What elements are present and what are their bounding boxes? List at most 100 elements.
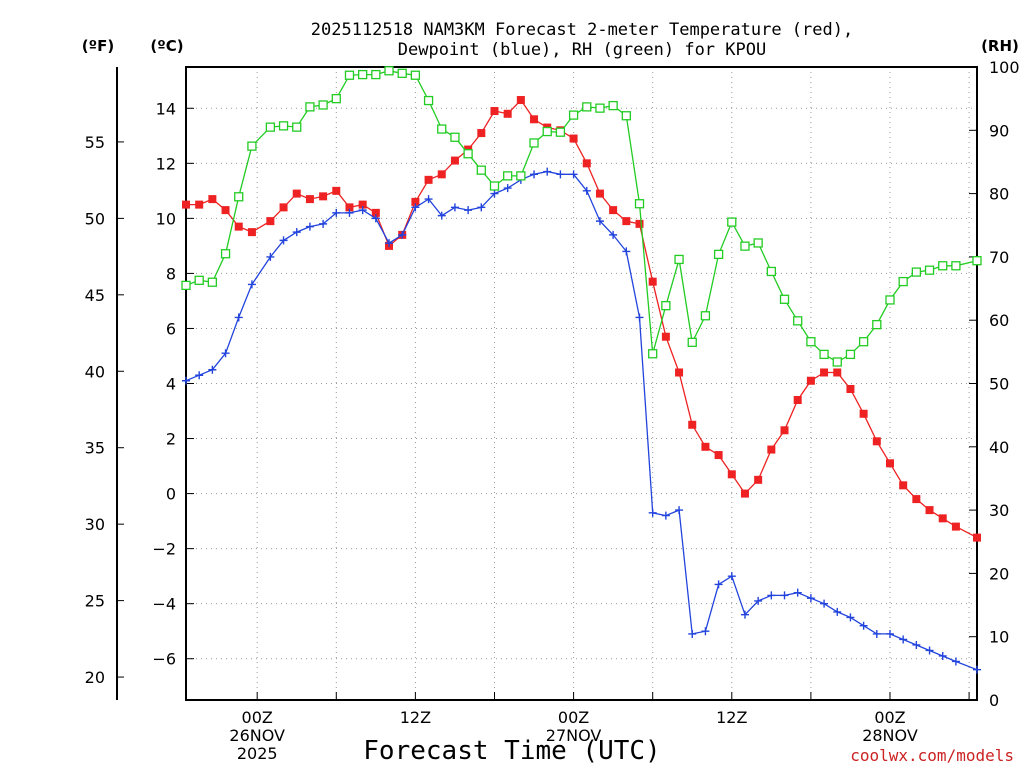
temperature-point xyxy=(688,420,697,429)
temperature-point xyxy=(622,217,631,226)
dewpoint-point xyxy=(833,607,842,616)
temperature-point xyxy=(450,156,459,165)
dewpoint-point xyxy=(490,189,499,198)
temperature-point xyxy=(345,203,354,212)
dewpoint-point xyxy=(688,629,697,638)
rh-point xyxy=(713,249,724,260)
rh-point xyxy=(384,66,394,76)
dewpoint-point xyxy=(279,236,288,245)
rh-tick-label: 40 xyxy=(989,438,1009,457)
dewpoint-point xyxy=(582,186,591,195)
dewpoint-point xyxy=(371,214,380,223)
rh-point xyxy=(858,337,869,347)
rh-point xyxy=(898,276,908,287)
celsius-tick-label: 12 xyxy=(156,154,176,173)
dewpoint-point xyxy=(234,313,243,322)
rh-tick-label: 20 xyxy=(989,564,1009,583)
fahrenheit-tick-label: 50 xyxy=(85,209,105,228)
temperature-point xyxy=(247,228,256,237)
dewpoint-point xyxy=(714,580,723,589)
temperature-point xyxy=(727,470,736,479)
temperature-point xyxy=(872,437,881,446)
temperature-point xyxy=(503,109,512,118)
temperature-line xyxy=(186,98,978,539)
temperature-point xyxy=(371,208,380,217)
dewpoint-point xyxy=(622,247,631,256)
rh-point xyxy=(727,217,737,227)
rh-tick-label: 60 xyxy=(989,311,1009,330)
fahrenheit-tick-label: 55 xyxy=(85,133,105,152)
x-axis-title: Forecast Time (UTC) xyxy=(363,736,660,766)
watermark: coolwx.com/models xyxy=(850,746,1014,765)
dewpoint-point xyxy=(925,646,934,655)
dewpoint-point xyxy=(754,596,763,605)
rh-point xyxy=(181,280,191,291)
dewpoint-point xyxy=(569,170,578,179)
temperature-point xyxy=(424,175,433,184)
dewpoint-point xyxy=(899,635,908,644)
rh-point xyxy=(265,122,276,132)
temperature-point xyxy=(661,332,670,341)
fahrenheit-tick-label: 35 xyxy=(85,439,105,458)
dewpoint-point xyxy=(912,640,921,649)
rh-point xyxy=(608,100,618,111)
temperature-point xyxy=(648,277,657,286)
x-tick-label: 00Z xyxy=(874,708,905,727)
rh-tick-label: 80 xyxy=(989,185,1009,204)
dewpoint-point xyxy=(675,506,684,515)
rh-point xyxy=(648,349,658,359)
rh-point xyxy=(489,181,500,191)
rh-point xyxy=(951,261,961,271)
temperature-point xyxy=(208,195,217,204)
celsius-tick-label: 2 xyxy=(166,430,176,449)
rh-point xyxy=(410,70,421,80)
temperature-point xyxy=(938,514,947,523)
rh-point xyxy=(938,261,948,271)
rh-point xyxy=(621,111,631,121)
rh-point xyxy=(661,300,671,311)
dewpoint-point xyxy=(780,591,789,600)
dewpoint-point xyxy=(464,206,473,215)
rh-point xyxy=(305,102,315,112)
temperature-point xyxy=(780,426,789,435)
dewpoint-point xyxy=(503,184,512,193)
rh-tick-label: 70 xyxy=(989,248,1009,267)
rh-point xyxy=(397,68,407,78)
x-tick-label: 28NOV xyxy=(862,726,918,745)
x-tick-label: 27NOV xyxy=(546,726,602,745)
dewpoint-point xyxy=(701,627,710,636)
fahrenheit-unit-label: (ºF) xyxy=(82,37,114,55)
celsius-tick-label: 0 xyxy=(166,485,176,504)
rh-tick-label: 90 xyxy=(989,121,1009,140)
rh-point xyxy=(924,265,935,275)
rh-point xyxy=(806,337,816,347)
rh-point xyxy=(207,277,218,287)
temperature-point xyxy=(266,217,275,226)
dewpoint-point xyxy=(806,594,815,603)
temperature-point xyxy=(859,409,868,418)
rh-point xyxy=(476,165,486,175)
temperature-point xyxy=(437,170,446,179)
dewpoint-line xyxy=(185,170,978,671)
fahrenheit-tick-label: 40 xyxy=(85,362,105,381)
dewpoint-point xyxy=(951,657,960,666)
rh-point xyxy=(423,95,434,106)
temperature-point xyxy=(754,475,763,484)
dewpoint-point xyxy=(411,203,420,212)
rh-point xyxy=(437,124,447,134)
dewpoint-point xyxy=(885,629,894,638)
fahrenheit-tick-label: 45 xyxy=(85,286,105,305)
rh-line xyxy=(185,70,978,363)
chart-title-line1: 2025112518 NAM3KM Forecast 2-meter Tempe… xyxy=(311,20,853,40)
dewpoint-point xyxy=(556,170,565,179)
rh-point xyxy=(358,69,368,80)
dewpoint-point xyxy=(358,206,367,215)
temperature-point xyxy=(221,206,230,215)
dewpoint-point xyxy=(609,230,618,239)
temperature-point xyxy=(714,451,723,460)
dewpoint-point xyxy=(727,572,736,581)
temperature-point xyxy=(595,189,604,198)
dewpoint-point xyxy=(424,195,433,204)
temperature-point xyxy=(846,385,855,394)
